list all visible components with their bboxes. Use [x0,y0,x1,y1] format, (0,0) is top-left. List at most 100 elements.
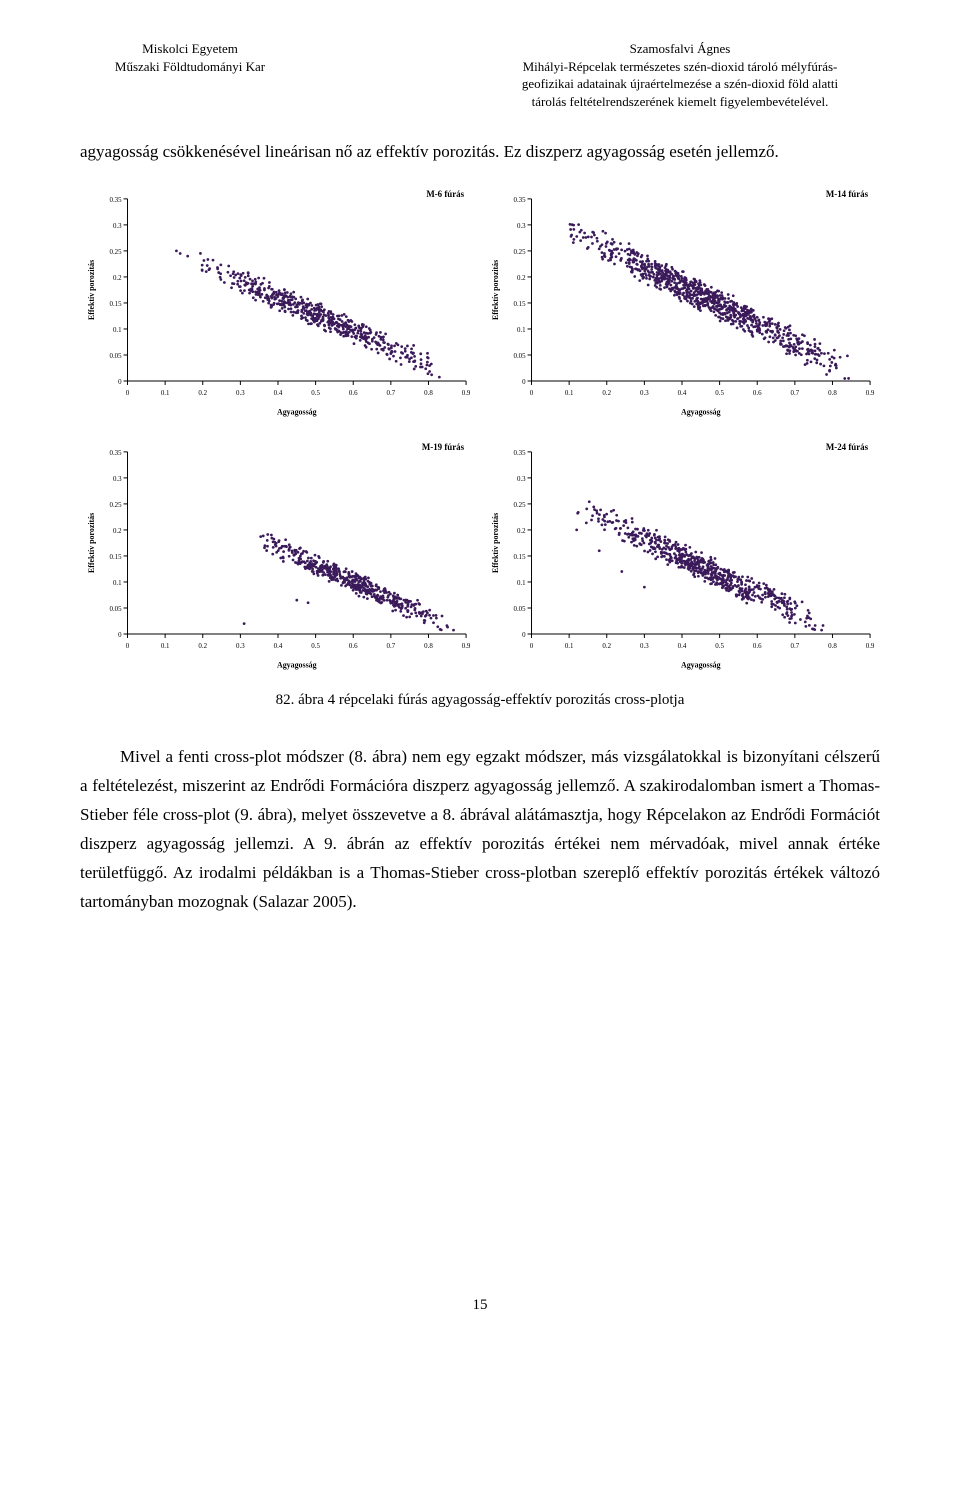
svg-text:0.8: 0.8 [828,390,837,397]
svg-text:0: 0 [522,379,526,386]
svg-text:0.9: 0.9 [866,643,875,650]
chart-m24: 0 0.1 0.2 0.3 0.4 0.5 0.6 0.7 0.8 0.9 0 0.05 0.1 0.15… [484,438,880,681]
paragraph-1: agyagosság csökkenésével lineárisan nő a… [80,138,880,167]
svg-text:0.9: 0.9 [462,390,471,397]
svg-text:0.1: 0.1 [113,580,122,587]
svg-text:0.2: 0.2 [113,275,122,282]
svg-text:0.2: 0.2 [113,528,122,535]
header-right-line3: geofizikai adatainak újraértelmezése a s… [480,75,880,93]
chart-m19: 00.10.20.30.40.50.60.70.80.900.050.10.15… [80,438,476,681]
svg-text:0.2: 0.2 [198,390,207,397]
svg-text:0.3: 0.3 [236,390,245,397]
svg-text:0.2: 0.2 [198,643,207,650]
svg-text:0.15: 0.15 [109,301,122,308]
svg-text:0.05: 0.05 [513,353,526,360]
svg-text:0.3: 0.3 [640,390,649,397]
svg-text:0.05: 0.05 [109,606,122,613]
svg-text:0.4: 0.4 [678,390,687,397]
svg-text:0.2: 0.2 [517,528,526,535]
svg-text:Agyagosság: Agyagosság [681,408,721,417]
svg-text:M-6 fúrás: M-6 fúrás [426,189,464,199]
header-left-line1: Miskolci Egyetem [80,40,300,58]
svg-text:0.35: 0.35 [109,197,122,204]
header-left: Miskolci Egyetem Műszaki Földtudományi K… [80,40,300,75]
svg-text:0.3: 0.3 [517,476,526,483]
svg-text:Effektív porozitás: Effektív porozitás [87,260,96,320]
svg-text:0.8: 0.8 [424,390,433,397]
svg-text:0.3: 0.3 [113,223,122,230]
svg-text:M-24 fúrás: M-24 fúrás [826,442,869,452]
svg-text:0.25: 0.25 [109,249,122,256]
svg-text:0.15: 0.15 [513,554,526,561]
svg-text:0.5: 0.5 [715,643,724,650]
header-right-line1: Szamosfalvi Ágnes [480,40,880,58]
svg-text:0.5: 0.5 [715,390,724,397]
svg-text:Agyagosság: Agyagosság [277,408,317,417]
svg-text:0.7: 0.7 [387,643,396,650]
svg-text:0.25: 0.25 [513,249,526,256]
svg-text:0.35: 0.35 [513,197,526,204]
svg-text:0.6: 0.6 [753,643,762,650]
svg-text:0.8: 0.8 [424,643,433,650]
svg-text:0: 0 [118,379,122,386]
svg-text:Effektív porozitás: Effektív porozitás [87,512,96,572]
svg-text:0.1: 0.1 [565,643,574,650]
chart-m14: 00.10.20.30.40.50.60.70.80.900.050.10.15… [484,185,880,428]
page-header: Miskolci Egyetem Műszaki Földtudományi K… [80,40,880,110]
svg-text:M-19 fúrás: M-19 fúrás [422,442,465,452]
svg-text:0.05: 0.05 [109,353,122,360]
svg-text:0: 0 [126,390,130,397]
svg-text:0.5: 0.5 [311,643,320,650]
svg-text:0: 0 [530,390,534,397]
header-right-line2: Mihályi-Répcelak természetes szén-dioxid… [480,58,880,76]
svg-text:0.8: 0.8 [828,643,837,650]
svg-text:0: 0 [522,632,526,639]
page: Miskolci Egyetem Műszaki Földtudományi K… [0,0,960,1354]
svg-text:Agyagosság: Agyagosság [277,660,317,669]
svg-text:0.4: 0.4 [274,390,283,397]
svg-text:Effektív porozitás: Effektív porozitás [491,512,500,572]
svg-text:0.3: 0.3 [113,476,122,483]
svg-text:0.25: 0.25 [513,502,526,509]
figure-caption: 82. ábra 4 répcelaki fúrás agyagosság-ef… [80,692,880,709]
svg-text:Effektív porozitás: Effektív porozitás [491,260,500,320]
svg-text:0.3: 0.3 [640,643,649,650]
svg-text:0.6: 0.6 [753,390,762,397]
paragraph-2: Mivel a fenti cross-plot módszer (8. ábr… [80,743,880,916]
svg-text:0.6: 0.6 [349,643,358,650]
svg-text:0.4: 0.4 [274,643,283,650]
svg-text:0.9: 0.9 [462,643,471,650]
svg-text:0.1: 0.1 [113,327,122,334]
svg-text:0.2: 0.2 [602,643,611,650]
svg-text:0.1: 0.1 [565,390,574,397]
svg-text:0: 0 [126,643,130,650]
svg-text:0: 0 [530,643,534,650]
header-left-line2: Műszaki Földtudományi Kar [80,58,300,76]
svg-text:0.6: 0.6 [349,390,358,397]
header-right-line4: tárolás feltételrendszerének kiemelt fig… [480,93,880,111]
svg-text:0.1: 0.1 [161,390,170,397]
svg-text:0.1: 0.1 [517,580,526,587]
svg-text:0.15: 0.15 [109,554,122,561]
svg-text:0.35: 0.35 [109,450,122,457]
header-right: Szamosfalvi Ágnes Mihályi-Répcelak termé… [480,40,880,110]
charts-grid: 0 0.1 0.2 0.3 0.4 0.5 0.6 0.7 0.8 0.9 0 0.05 0.1 0.15… [80,185,880,680]
svg-text:Agyagosság: Agyagosság [681,660,721,669]
svg-text:0.3: 0.3 [517,223,526,230]
svg-text:0.1: 0.1 [161,643,170,650]
svg-text:0.15: 0.15 [513,301,526,308]
svg-text:0.35: 0.35 [513,450,526,457]
svg-text:0.7: 0.7 [387,390,396,397]
svg-text:0.05: 0.05 [513,606,526,613]
svg-text:0.9: 0.9 [866,390,875,397]
svg-text:M-14 fúrás: M-14 fúrás [826,189,869,199]
svg-text:0.3: 0.3 [236,643,245,650]
svg-text:0.25: 0.25 [109,502,122,509]
chart-m6: 0 0.1 0.2 0.3 0.4 0.5 0.6 0.7 0.8 0.9 0 0.05 0.1 0.15… [80,185,476,428]
svg-text:0.4: 0.4 [678,643,687,650]
svg-text:0.1: 0.1 [517,327,526,334]
svg-text:0.7: 0.7 [791,390,800,397]
svg-text:0.7: 0.7 [791,643,800,650]
page-number: 15 [80,1297,880,1314]
svg-text:0.5: 0.5 [311,390,320,397]
